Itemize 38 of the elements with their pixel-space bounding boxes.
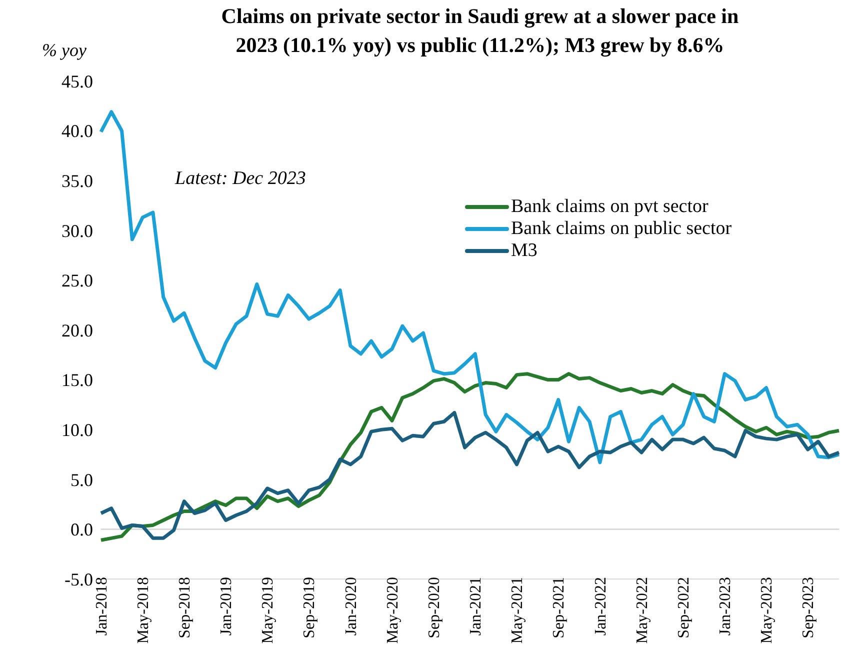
x-tick-label: Jan-2018	[93, 577, 110, 636]
x-tick-label: May-2018	[134, 577, 152, 644]
x-tick-label: Sep-2018	[176, 577, 194, 638]
line-series	[99, 372, 841, 542]
line-series	[99, 110, 841, 464]
legend-label: Bank claims on pvt sector	[511, 196, 708, 218]
chart-title: Claims on private sector in Saudi grew at a slower pace in 2023 (10.1% yoy) vs public (11.2%); M3 grew by 8.6%	[220, 3, 740, 59]
legend-label: Bank claims on public sector	[511, 218, 732, 240]
x-tick-label: Jan-2021	[468, 577, 485, 636]
annotation: Latest: Dec 2023	[175, 168, 306, 190]
y-tick-label: 40.0	[62, 121, 93, 142]
x-tick-label: Sep-2020	[426, 577, 443, 638]
x-tick-label: Jan-2022	[592, 577, 610, 636]
y-tick-label: 0.0	[70, 520, 93, 540]
y-tick-label: 15.0	[62, 370, 93, 390]
x-tick-label: May-2023	[758, 577, 776, 644]
x-tick-label: Jan-2019	[218, 577, 236, 636]
x-tick-label: May-2019	[260, 577, 277, 644]
y-axis-title: % yoy	[42, 40, 86, 61]
x-tick-label: Sep-2023	[800, 577, 818, 638]
y-tick-label: 25.0	[62, 270, 93, 291]
y-tick-label: 20.0	[62, 320, 93, 340]
line-series	[99, 410, 841, 540]
x-tick-label: May-2022	[634, 577, 651, 644]
x-tick-label: Sep-2021	[550, 577, 568, 638]
x-tick-label: Sep-2019	[301, 577, 318, 638]
y-tick-label: -5.0	[64, 569, 93, 590]
legend-label: M3	[511, 240, 538, 262]
y-tick-label: 10.0	[62, 420, 93, 440]
y-tick-label: 5.0	[70, 470, 93, 490]
y-tick-label: 35.0	[62, 170, 93, 191]
x-tick-label: May-2021	[509, 577, 526, 644]
y-tick-label: 45.0	[62, 71, 93, 92]
x-tick-label: May-2020	[384, 577, 402, 644]
y-tick-label: 30.0	[62, 220, 93, 241]
x-tick-label: Jan-2023	[717, 577, 734, 636]
x-tick-label: Jan-2020	[342, 577, 360, 636]
x-tick-label: Sep-2022	[675, 577, 692, 638]
